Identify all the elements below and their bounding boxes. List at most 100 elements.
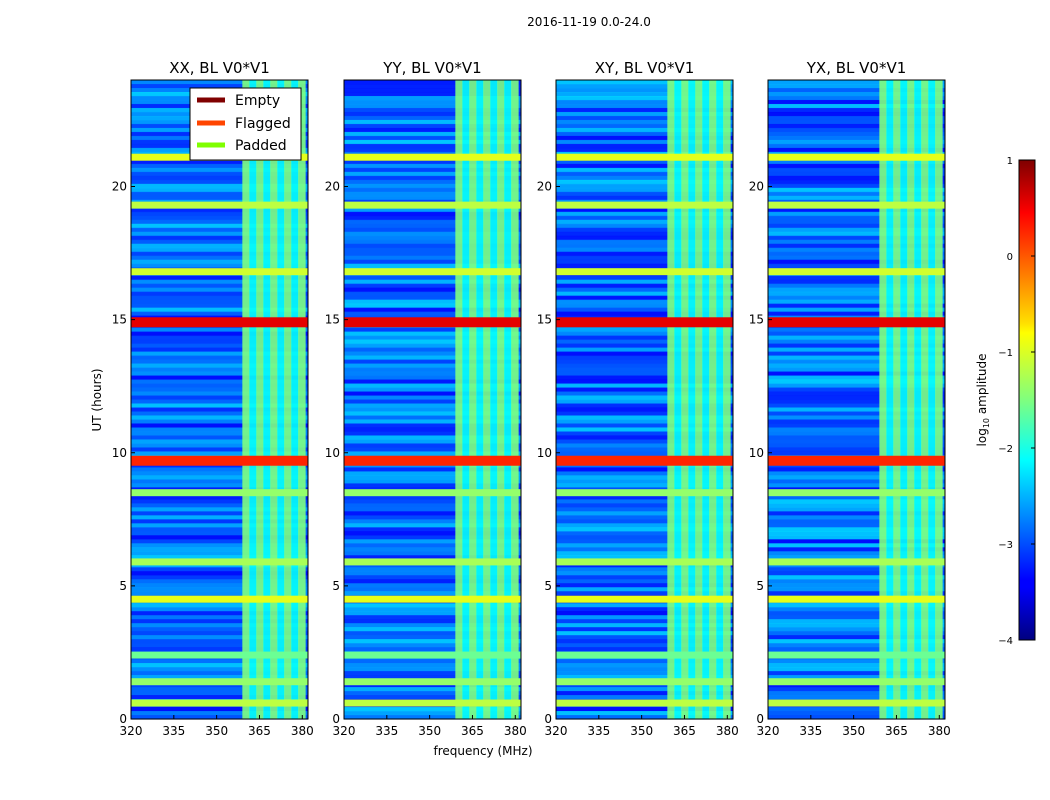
- noise-row: [556, 531, 733, 536]
- noise-row: [344, 431, 521, 437]
- noise-row: [344, 683, 521, 688]
- noise-row: [131, 467, 308, 472]
- noise-row: [344, 671, 521, 676]
- noise-row: [768, 571, 945, 576]
- noise-row: [768, 439, 945, 445]
- noise-row: [131, 683, 308, 688]
- noise-row: [556, 407, 733, 413]
- noise-row: [344, 111, 521, 117]
- noise-row: [768, 475, 945, 480]
- noise-row: [556, 495, 733, 500]
- bright-row: [768, 317, 945, 328]
- noise-row: [556, 439, 733, 445]
- noise-row: [768, 379, 945, 385]
- noise-row: [556, 419, 733, 425]
- noise-row: [556, 115, 733, 121]
- x-tick-label: 335: [799, 724, 822, 738]
- rfi-band-column: [695, 80, 703, 719]
- noise-row: [556, 483, 733, 488]
- colorbar-label: log10 amplitude: [975, 354, 991, 447]
- x-tick-label: 380: [291, 724, 314, 738]
- noise-row: [131, 331, 308, 337]
- noise-row: [556, 623, 733, 628]
- noise-row: [556, 387, 733, 393]
- noise-row: [768, 511, 945, 516]
- noise-row: [768, 667, 945, 672]
- noise-row: [768, 691, 945, 696]
- noise-row: [556, 627, 733, 632]
- noise-row: [768, 259, 945, 265]
- y-axis-label: UT (hours): [90, 368, 104, 431]
- rfi-band-column: [928, 80, 936, 719]
- rfi-band-column: [914, 80, 922, 719]
- noise-row: [556, 307, 733, 313]
- noise-row: [131, 503, 308, 508]
- noise-row: [344, 255, 521, 261]
- noise-row: [556, 239, 733, 245]
- noise-row: [768, 279, 945, 285]
- noise-row: [344, 123, 521, 129]
- noise-row: [556, 279, 733, 285]
- noise-row: [131, 423, 308, 429]
- noise-row: [768, 403, 945, 409]
- noise-row: [768, 495, 945, 500]
- noise-row: [768, 551, 945, 556]
- noise-row: [768, 531, 945, 536]
- bright-row: [344, 455, 521, 466]
- bright-row: [768, 455, 945, 466]
- noise-row: [131, 415, 308, 421]
- noise-row: [556, 619, 733, 624]
- y-tick-label: 0: [119, 712, 127, 726]
- bright-row: [344, 489, 521, 497]
- noise-row: [556, 687, 733, 692]
- y-tick-label: 0: [544, 712, 552, 726]
- rfi-band-column: [702, 80, 710, 719]
- noise-row: [556, 275, 733, 281]
- noise-row: [768, 247, 945, 253]
- x-tick-label: 380: [504, 724, 527, 738]
- noise-row: [556, 207, 733, 213]
- noise-row: [344, 403, 521, 409]
- bright-row: [556, 201, 733, 209]
- noise-row: [131, 575, 308, 580]
- noise-row: [768, 507, 945, 512]
- noise-row: [131, 235, 308, 241]
- noise-row: [344, 523, 521, 528]
- x-tick-label: 380: [716, 724, 739, 738]
- rfi-band-column: [674, 80, 682, 719]
- noise-row: [344, 167, 521, 173]
- noise-row: [556, 707, 733, 712]
- noise-row: [131, 583, 308, 588]
- y-tick-label: 20: [749, 180, 764, 194]
- noise-row: [768, 347, 945, 353]
- noise-row: [768, 415, 945, 421]
- y-tick-label: 5: [332, 579, 340, 593]
- noise-row: [768, 343, 945, 349]
- colorbar-label-amplitude: amplitude: [975, 354, 989, 418]
- noise-row: [344, 147, 521, 153]
- noise-row: [344, 635, 521, 640]
- noise-row: [131, 327, 308, 333]
- noise-row: [768, 255, 945, 261]
- bright-row: [344, 699, 521, 707]
- noise-row: [344, 475, 521, 480]
- noise-row: [131, 419, 308, 425]
- noise-row: [768, 683, 945, 688]
- bright-row: [556, 651, 733, 659]
- x-tick-label: 350: [418, 724, 441, 738]
- noise-row: [131, 287, 308, 293]
- noise-row: [131, 80, 308, 85]
- noise-row: [768, 687, 945, 692]
- noise-row: [131, 311, 308, 317]
- noise-row: [556, 535, 733, 540]
- noise-row: [344, 515, 521, 520]
- noise-row: [344, 83, 521, 89]
- noise-row: [556, 235, 733, 241]
- colorbar-gradient: [1018, 159, 1036, 641]
- noise-row: [768, 107, 945, 113]
- noise-row: [556, 715, 733, 720]
- noise-row: [344, 143, 521, 149]
- noise-row: [556, 411, 733, 417]
- colorbar-tick-label: −4: [998, 636, 1013, 647]
- bright-row: [131, 678, 308, 686]
